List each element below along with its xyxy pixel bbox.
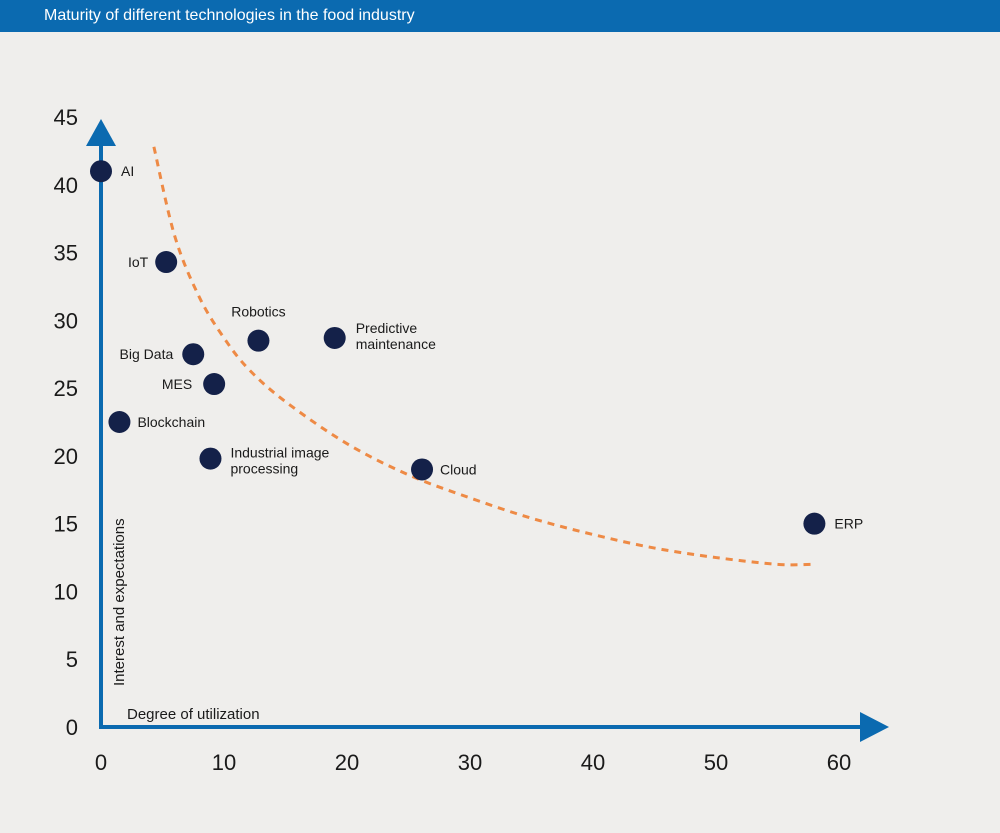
y-tick-label: 30 — [54, 308, 78, 333]
x-tick-label: 0 — [95, 750, 107, 775]
x-tick-label: 10 — [212, 750, 236, 775]
trend-curve — [152, 146, 815, 567]
y-tick-label: 35 — [54, 241, 78, 266]
point-predictive-maintenance — [323, 326, 346, 349]
point-labels: AI IoT Robotics Predictive maintenance Big Da… — [120, 163, 864, 531]
label-iot: IoT — [128, 254, 149, 270]
label-big-data: Big Data — [120, 346, 174, 362]
y-axis-label: Interest and expectations — [111, 518, 128, 686]
trend-layer — [152, 146, 815, 567]
label-mes: MES — [162, 376, 192, 392]
point-erp — [803, 512, 826, 535]
label-predictive-maintenance: Predictive maintenance — [356, 320, 436, 352]
y-axis-arrow — [86, 119, 116, 146]
y-tick-label: 45 — [54, 105, 78, 130]
axes — [86, 119, 889, 742]
label-cloud: Cloud — [440, 461, 477, 477]
y-tick-label: 40 — [54, 173, 78, 198]
data-points — [90, 160, 826, 535]
x-tick-label: 40 — [581, 750, 605, 775]
point-iot — [155, 251, 178, 274]
x-axis-label: Degree of utilization — [127, 706, 260, 723]
y-tick-label: 15 — [54, 512, 78, 537]
point-mes — [203, 373, 226, 396]
point-robotics — [247, 329, 270, 352]
x-tick-label: 60 — [827, 750, 851, 775]
title-bar: Maturity of different technologies in th… — [0, 0, 1000, 32]
x-tick-label: 30 — [458, 750, 482, 775]
x-axis-arrow — [860, 712, 889, 742]
tick-labels: 0 5 10 15 20 25 30 35 40 45 0 10 20 30 40 50 60 — [54, 105, 852, 775]
point-industrial-image-processing — [199, 447, 222, 470]
label-ai: AI — [121, 163, 134, 179]
y-tick-label: 20 — [54, 444, 78, 469]
point-ai — [90, 160, 112, 183]
y-tick-label: 0 — [66, 715, 78, 740]
y-tick-label: 25 — [54, 376, 78, 401]
point-cloud — [411, 458, 434, 481]
y-tick-label: 10 — [54, 579, 78, 604]
label-robotics: Robotics — [231, 304, 285, 320]
label-blockchain: Blockchain — [137, 414, 205, 430]
point-blockchain — [108, 411, 131, 433]
label-erp: ERP — [834, 516, 863, 532]
label-industrial-image-processing: Industrial image processing — [230, 445, 329, 477]
x-tick-label: 20 — [335, 750, 359, 775]
point-big-data — [182, 343, 205, 366]
chart-title: Maturity of different technologies in th… — [44, 7, 415, 24]
x-tick-label: 50 — [704, 750, 728, 775]
y-tick-label: 5 — [66, 647, 78, 672]
